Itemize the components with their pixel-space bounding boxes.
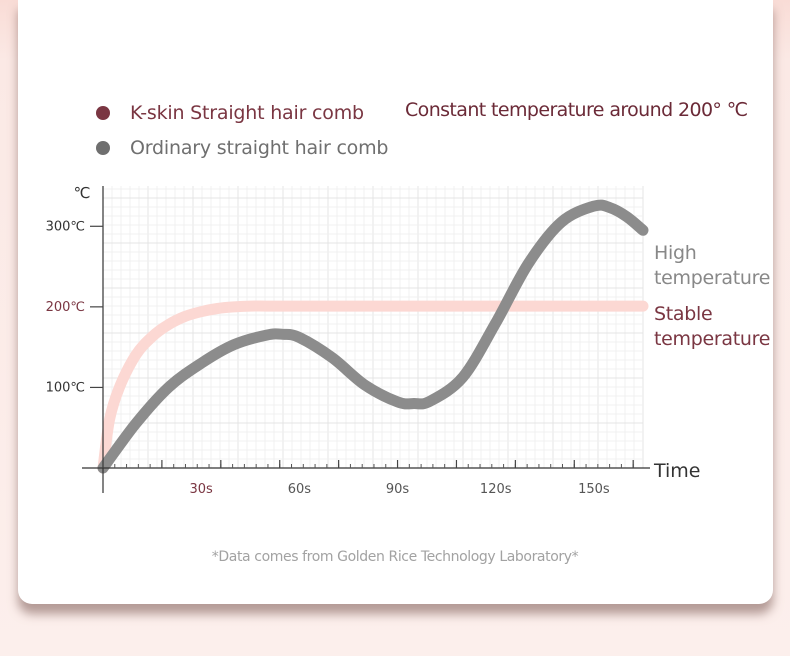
legend-swatch-kskin — [96, 106, 110, 120]
legend-item-kskin: K-skin Straight hair comb — [96, 99, 364, 127]
y-tick-label: 100℃ — [46, 380, 85, 395]
data-source-footnote: *Data comes from Golden Rice Technology … — [211, 549, 579, 565]
x-tick-label: 30s — [190, 482, 214, 497]
x-axis-label: Time — [653, 460, 701, 482]
y-axis-unit: ℃ — [74, 184, 91, 202]
y-tick-label: 200℃ — [46, 300, 85, 315]
series-line-ordinary — [97, 199, 649, 474]
legend-swatch-ordinary — [96, 141, 110, 155]
series-label-ordinary: High — [654, 242, 696, 264]
series-label-kskin: temperature — [654, 328, 770, 350]
x-tick-label: 150s — [578, 482, 610, 497]
x-tick-label: 60s — [288, 482, 312, 497]
chart-axes — [82, 186, 650, 493]
constant-temperature-note: Constant temperature around 200° ℃ — [405, 99, 748, 121]
legend-label-ordinary: Ordinary straight hair comb — [130, 137, 389, 159]
chart-series — [97, 199, 649, 474]
series-line-kskin — [97, 300, 649, 474]
series-label-kskin: Stable — [654, 303, 712, 325]
legend-label-kskin: K-skin Straight hair comb — [130, 102, 364, 124]
series-label-ordinary: temperature — [654, 267, 770, 289]
x-tick-label: 90s — [386, 482, 410, 497]
x-tick-label: 120s — [480, 482, 512, 497]
legend-item-ordinary: Ordinary straight hair comb — [96, 134, 388, 162]
y-tick-label: 300℃ — [46, 219, 85, 234]
chart-labels: 30s 60s 90s 120s 150s 100℃ 200℃ 300℃ ℃ Time Stable… — [46, 184, 771, 497]
